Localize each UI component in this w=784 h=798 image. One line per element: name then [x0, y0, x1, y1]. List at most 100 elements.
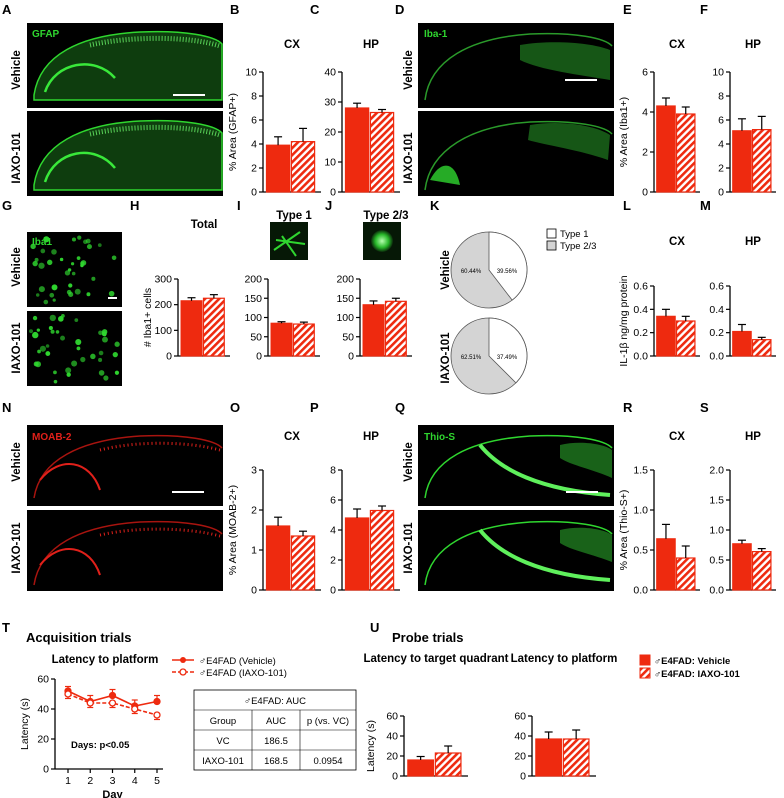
- bar-vehicle: [535, 738, 563, 777]
- bar-iaxo: [369, 111, 395, 193]
- x-tick-label: 1: [65, 775, 71, 787]
- y-tick-label: 8: [718, 91, 724, 103]
- y-tick-label: 60: [514, 711, 526, 723]
- legend-swatch-type1: [546, 228, 557, 239]
- bar-vehicle: [344, 107, 370, 193]
- iba1-cell: [49, 292, 55, 298]
- row-label-vehicle-A: Vehicle: [11, 50, 23, 90]
- y-tick-label: 6: [251, 115, 257, 127]
- chart-B: CX 0 2 4 6 8 10 % Area (GFAP+): [227, 39, 321, 199]
- panel-letter-L: L: [623, 198, 631, 213]
- iba1-cell: [38, 286, 45, 293]
- y-tick-label: 6: [718, 115, 724, 127]
- iba1-cell: [71, 271, 76, 276]
- y-tick-label: 200: [336, 274, 354, 286]
- legend-marker-iaxo: [179, 668, 187, 676]
- panel-letter-B: B: [230, 2, 239, 17]
- y-tick-label: 8: [330, 465, 336, 477]
- panel-letter-H: H: [130, 198, 139, 213]
- point-iaxo: [64, 690, 72, 698]
- y-tick-label: 300: [154, 274, 172, 286]
- inset-cell-type1: [270, 222, 308, 260]
- chart-title: Latency to target quadrant: [363, 653, 508, 665]
- legend-label-iaxo: ♂E4FAD: IAXO-101: [654, 669, 741, 680]
- y-axis-label: % Area (Iba1+): [618, 97, 630, 167]
- iba1-cell: [112, 351, 118, 358]
- iba1-cell: [43, 236, 48, 241]
- table-cell: 0.0954: [313, 756, 342, 767]
- iba1-cell: [37, 349, 41, 354]
- iba1-cell: [71, 237, 77, 242]
- iba1-cell: [103, 375, 109, 381]
- y-tick-label: 0: [330, 585, 336, 597]
- inset-type1-processes: [273, 231, 306, 257]
- y-tick-label: 1.0: [633, 505, 648, 517]
- y-tick-label: 2: [718, 163, 724, 175]
- bar-iaxo: [202, 297, 225, 357]
- iba1-cell: [83, 239, 88, 245]
- y-tick-label: 0.4: [633, 304, 648, 316]
- iba1-cell: [77, 235, 82, 240]
- chart-R: CX 0.0 0.5 1.0 1.5 % Area (Thio-S+): [618, 431, 700, 597]
- iba1-cell: [68, 291, 74, 297]
- micrograph-N-iaxo: [27, 510, 223, 591]
- y-axis-label: IL-1β ng/mg protein: [618, 275, 630, 366]
- iba1-cell: [74, 318, 79, 323]
- x-axis-label: Day: [102, 789, 123, 798]
- bar-vehicle: [656, 538, 676, 591]
- y-tick-label: 6: [642, 67, 648, 79]
- amyloid-region: [99, 441, 221, 452]
- y-tick-label: 4: [330, 525, 336, 537]
- point-vehicle: [108, 691, 117, 700]
- y-tick-label: 0: [718, 187, 724, 199]
- y-tick-label: 2: [330, 555, 336, 567]
- x-tick-label: 2: [87, 775, 93, 787]
- y-tick-label: 0.5: [633, 545, 648, 557]
- y-tick-label: 2: [642, 147, 648, 159]
- section-title: Acquisition trials: [26, 630, 131, 645]
- inset-type23-soma: [371, 230, 393, 252]
- chart-title: CX: [284, 431, 300, 443]
- iba1-cell: [32, 315, 38, 321]
- bar-vehicle: [362, 304, 385, 357]
- y-tick-label: 2.0: [709, 465, 724, 477]
- iba1-cell: [32, 331, 39, 339]
- y-tick-label: 0.4: [709, 304, 724, 316]
- bar-iaxo: [675, 557, 696, 591]
- x-tick-label: 4: [132, 775, 138, 787]
- y-tick-label: 0: [642, 187, 648, 199]
- y-tick-label: 60: [37, 674, 49, 686]
- panel-letter-D: D: [395, 2, 404, 17]
- table-cell: VC: [216, 736, 229, 747]
- iba1-cell: [97, 243, 102, 248]
- y-tick-label: 100: [336, 312, 354, 324]
- bar-vehicle: [265, 144, 291, 193]
- row-labels: Vehicle IAXO-101 Vehicle IAXO-101 Vehicl…: [11, 50, 452, 573]
- y-axis-label: Latency (s): [365, 720, 377, 772]
- row-label-iaxo-G: IAXO-101: [11, 322, 23, 374]
- chart-U2: Latency to platform 0 20 40 60 ♂E4FAD: Vehicl…: [511, 653, 741, 783]
- legend-swatch-vehicle: [639, 654, 651, 666]
- y-tick-label: 2: [251, 505, 257, 517]
- legend-swatch-type23: [546, 240, 557, 251]
- chart-S: HP 0.0 0.5 1.0 1.5 2.0: [709, 431, 776, 597]
- row-label-vehicle-G: Vehicle: [11, 247, 23, 287]
- iba1-cells-vehicle: [30, 235, 117, 305]
- y-tick-label: 1.0: [709, 525, 724, 537]
- chart-title: HP: [363, 431, 379, 443]
- y-tick-label: 100: [244, 312, 262, 324]
- y-axis-label: # Iba1+ cells: [142, 288, 154, 347]
- fiber-tract: [478, 528, 611, 582]
- y-tick-label: 20: [386, 751, 398, 763]
- amyloid-region: [39, 463, 101, 491]
- iba1-cell: [86, 244, 92, 250]
- y-tick-label: 0: [251, 187, 257, 199]
- iba1-cell: [75, 339, 82, 346]
- legend-label-iaxo: ♂E4FAD (IAXO-101): [199, 668, 287, 679]
- iba1-cell: [98, 370, 105, 376]
- y-tick-label: 0.6: [709, 281, 724, 293]
- panel-letter-E: E: [623, 2, 632, 17]
- iba1-cell: [29, 329, 34, 334]
- iba1-cell: [60, 335, 65, 341]
